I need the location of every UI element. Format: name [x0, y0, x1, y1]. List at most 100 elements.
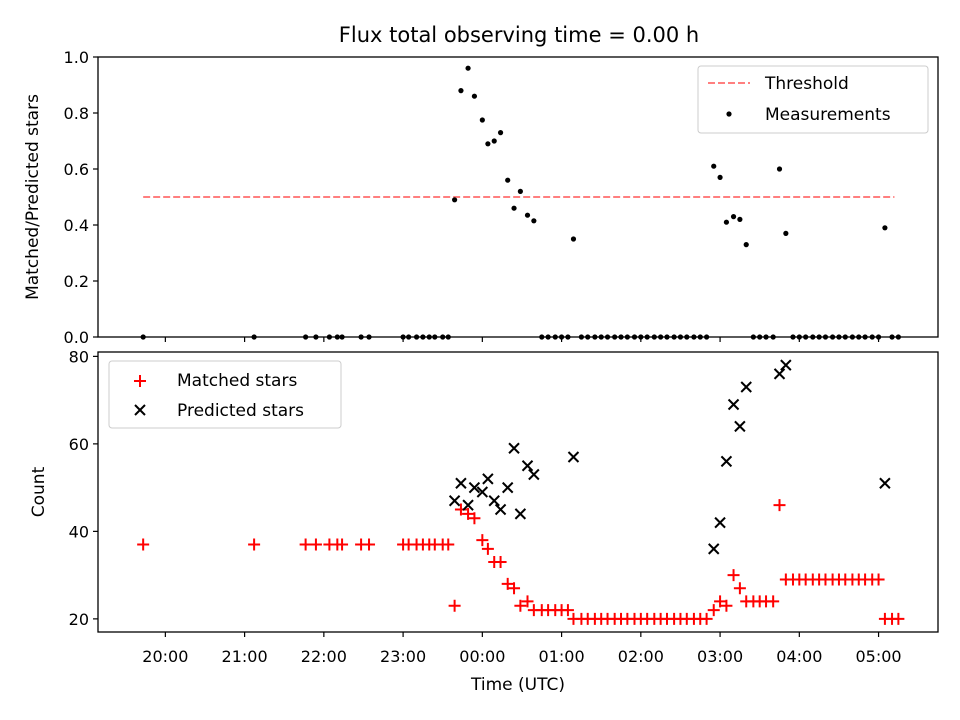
- measurement-point: [531, 218, 537, 224]
- y-tick-label: 0.0: [64, 328, 89, 347]
- measurements-legend-label: Measurements: [765, 105, 891, 125]
- matched-star-point: [714, 595, 727, 608]
- y-tick-label: 20: [69, 610, 89, 629]
- measurement-point: [776, 166, 783, 172]
- matched-star-point: [707, 604, 720, 617]
- x-tick-label: 21:00: [222, 647, 268, 666]
- predicted-star-point: [508, 442, 520, 454]
- x-tick-label: 20:00: [142, 647, 188, 666]
- x-tick-label: 03:00: [697, 647, 743, 666]
- matched-star-point: [363, 538, 376, 551]
- count-y-axis: 20 40 60 80: [69, 347, 98, 629]
- predicted-star-point: [521, 460, 534, 472]
- ratio-panel: 0.0 0.2 0.4 0.6 0.8 1.0 Matched/Predicted sta…: [23, 48, 939, 347]
- matched-star-point: [872, 573, 885, 586]
- y-tick-label: 0.8: [64, 104, 89, 123]
- y-tick-label: 80: [69, 347, 89, 366]
- predicted-star-point: [740, 381, 752, 393]
- matched-star-point: [299, 538, 312, 551]
- measurement-point: [882, 225, 888, 231]
- matched-star-point: [727, 569, 740, 582]
- measurement-point: [570, 236, 577, 242]
- ratio-y-axis: 0.0 0.2 0.4 0.6 0.8 1.0: [64, 48, 98, 347]
- x-tick-label: 22:00: [301, 647, 347, 666]
- matched-star-point: [309, 538, 322, 551]
- matched-star-point: [521, 595, 534, 608]
- matched-star-point: [476, 534, 489, 547]
- predicted-star-point: [476, 486, 489, 498]
- measurement-point: [723, 219, 730, 225]
- y-tick-label: 1.0: [64, 48, 89, 67]
- count-axes-frame: [97, 351, 939, 633]
- measurement-point: [452, 197, 458, 203]
- predicted-star-point: [448, 495, 461, 507]
- y-tick-label: 0.6: [64, 160, 89, 179]
- ratio-x-axis: [164, 337, 880, 342]
- ratio-legend: Threshold Measurements: [697, 65, 929, 134]
- matched-star-point: [448, 599, 461, 612]
- matched-star-point: [720, 599, 733, 612]
- y-tick-label: 60: [69, 435, 89, 454]
- count-plot-area: [137, 359, 905, 625]
- ratio-axes-frame: [97, 56, 939, 338]
- measurement-point: [458, 88, 464, 94]
- x-tick-label: 00:00: [459, 647, 505, 666]
- predicted-star-point: [773, 368, 786, 380]
- count-x-axis: 20:00 21:00 22:00 23:00 00:00 01:00 02:00 03:00…: [142, 632, 902, 666]
- matched-star-point: [892, 612, 905, 625]
- predicted-star-point: [514, 508, 527, 520]
- x-tick-label: 04:00: [776, 647, 822, 666]
- y-tick-label: 0.4: [64, 216, 89, 235]
- matched-legend-marker: [134, 375, 146, 387]
- measurement-point: [524, 212, 531, 218]
- matched-star-point: [501, 577, 514, 590]
- predicted-star-point: [455, 477, 467, 489]
- measurement-point: [479, 117, 485, 123]
- predicted-star-point: [528, 468, 540, 481]
- matched-star-point: [442, 538, 455, 551]
- predicted-star-point: [708, 543, 720, 555]
- measurement-point: [711, 163, 717, 169]
- measurement-point: [471, 93, 478, 99]
- measurement-point: [517, 188, 523, 194]
- ratio-y-axis-label: Matched/Predicted stars: [23, 94, 43, 300]
- measurement-point: [497, 130, 504, 136]
- count-panel: 20 40 60 80 20:00 21:00 22:00 23:00 00:00 01:00 0…: [29, 347, 939, 695]
- measurement-point: [491, 138, 497, 144]
- measurements-legend-marker: [726, 111, 732, 117]
- matched-star-point: [494, 556, 507, 568]
- count-y-axis-label: Count: [29, 466, 49, 517]
- x-tick-label: 02:00: [618, 647, 664, 666]
- measurement-point: [737, 216, 743, 222]
- measurement-point: [783, 230, 789, 236]
- matched-star-point: [514, 599, 527, 612]
- chart-title: Flux total observing time = 0.00 h: [339, 23, 699, 47]
- x-tick-label: 05:00: [856, 647, 902, 666]
- matched-star-point: [336, 538, 349, 551]
- measurement-point: [730, 214, 737, 220]
- measurement-point: [743, 242, 749, 248]
- matched-star-point: [561, 604, 574, 617]
- predicted-star-point: [879, 477, 891, 489]
- predicted-star-point: [482, 473, 494, 485]
- measurement-point: [465, 65, 471, 71]
- matched-legend-label: Matched stars: [177, 371, 297, 391]
- y-tick-label: 40: [69, 522, 89, 541]
- predicted-star-point: [714, 516, 726, 529]
- x-tick-label: 23:00: [380, 647, 426, 666]
- count-legend: Matched stars Predicted stars: [108, 360, 342, 429]
- predicted-star-point: [462, 499, 474, 511]
- matched-star-point: [508, 582, 521, 595]
- matched-star-point: [700, 612, 713, 625]
- predicted-star-point: [468, 481, 481, 494]
- predicted-legend-marker: [134, 404, 146, 416]
- measurement-point: [485, 141, 491, 147]
- matched-star-point: [248, 538, 261, 551]
- predicted-legend-label: Predicted stars: [177, 401, 304, 421]
- threshold-legend-label: Threshold: [764, 74, 849, 94]
- predicted-star-point: [734, 420, 746, 433]
- matched-star-point: [468, 512, 481, 525]
- predicted-star-point: [488, 495, 500, 507]
- matched-star-point: [481, 542, 494, 555]
- ratio-legend-box: [697, 65, 929, 134]
